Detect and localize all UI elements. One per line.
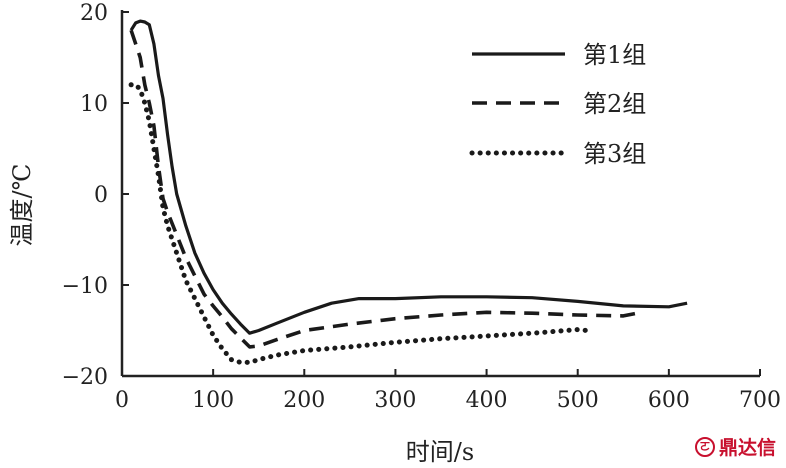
legend-label-3: 第3组	[583, 140, 646, 168]
x-tick-label: 300	[374, 388, 416, 413]
series-layer	[128, 19, 688, 365]
series-line-1	[129, 19, 688, 335]
watermark-text: 鼎达信	[718, 437, 776, 459]
y-axis-ticks: 20 10 0 −10 −20	[62, 1, 129, 390]
x-tick-label: 400	[466, 388, 508, 413]
legend-label-1: 第1组	[583, 41, 646, 69]
series-line-2	[129, 29, 642, 349]
series-line-3	[128, 82, 590, 365]
y-axis-label: 温度/℃	[8, 164, 36, 247]
x-tick-label: 700	[739, 388, 781, 413]
y-tick-label: −10	[62, 274, 108, 299]
x-tick-label: 500	[557, 388, 599, 413]
x-tick-label: 100	[192, 388, 234, 413]
x-axis-label: 时间/s	[406, 438, 474, 466]
legend-label-2: 第2组	[583, 90, 646, 118]
x-tick-label: 600	[648, 388, 690, 413]
y-tick-label: 10	[80, 92, 108, 117]
x-tick-label: 0	[115, 388, 129, 413]
x-axis-ticks: 0 100 200 300 400 500 600 700	[115, 369, 781, 413]
x-tick-label: 200	[283, 388, 325, 413]
y-tick-label: 20	[80, 1, 108, 26]
y-tick-label: −20	[62, 365, 108, 390]
y-tick-label: 0	[94, 183, 108, 208]
logo-circle-icon: ㄛ	[694, 436, 715, 457]
watermark-logo: ㄛ 鼎达信	[694, 433, 776, 460]
axes	[120, 10, 760, 378]
